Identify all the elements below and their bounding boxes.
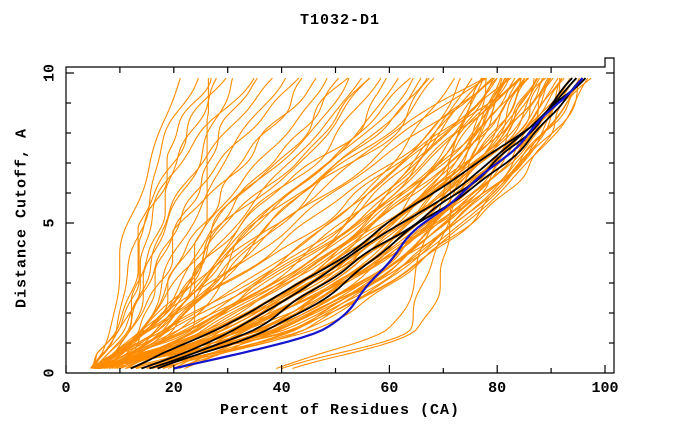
curve (89, 77, 181, 369)
curve (276, 77, 484, 370)
curve (95, 77, 234, 369)
curve (116, 77, 422, 369)
x-tick-label: 60 (380, 380, 399, 397)
curves-reference-models (130, 77, 587, 370)
curve (98, 77, 521, 369)
curve (99, 77, 589, 370)
curve (173, 77, 573, 370)
curve (98, 77, 496, 369)
curve (93, 78, 209, 370)
x-axis-title: Percent of Residues (CA) (219, 402, 461, 419)
curve (97, 77, 546, 370)
curve (90, 77, 255, 369)
curves-prediction-models (89, 77, 592, 370)
curve (104, 77, 486, 369)
curve (157, 77, 584, 370)
curve (125, 77, 592, 370)
curve (106, 77, 520, 369)
curve (98, 77, 502, 370)
x-tick-label: 40 (272, 380, 291, 397)
y-tick-label: 5 (41, 218, 59, 228)
curve (96, 77, 512, 369)
chart-title: T1032-D1 (299, 12, 381, 29)
x-tick-label: 0 (61, 380, 71, 397)
curve (91, 77, 212, 369)
x-tick-label: 80 (488, 380, 507, 397)
curve (292, 77, 508, 370)
curve (98, 77, 529, 370)
curve (108, 77, 530, 370)
curve (141, 77, 503, 370)
curve (119, 77, 552, 370)
y-tick-label: 10 (41, 63, 59, 83)
curve (97, 77, 317, 369)
curve (95, 77, 387, 369)
curve (98, 77, 484, 370)
curves-highlighted-model (173, 77, 584, 370)
curve (98, 77, 571, 370)
curve (103, 77, 522, 369)
curve (93, 77, 411, 369)
curve (99, 77, 563, 370)
x-tick-label: 100 (591, 380, 619, 397)
curve (95, 77, 370, 369)
curve (97, 77, 414, 369)
plot-frame (65, 57, 615, 374)
x-tick-label: 20 (164, 380, 183, 397)
curve (173, 77, 584, 370)
curve (114, 77, 571, 370)
curve (111, 77, 498, 369)
curve (125, 77, 483, 369)
curve (141, 77, 577, 370)
curve (114, 77, 349, 369)
curve (111, 77, 435, 369)
curve (92, 77, 328, 369)
curve (281, 78, 487, 370)
curve (98, 77, 580, 370)
curve (116, 77, 493, 369)
curve (97, 77, 350, 369)
curve (92, 77, 258, 369)
curve (98, 77, 456, 369)
y-tick-label: 0 (41, 368, 59, 378)
curve (94, 77, 273, 369)
curve (92, 77, 227, 369)
